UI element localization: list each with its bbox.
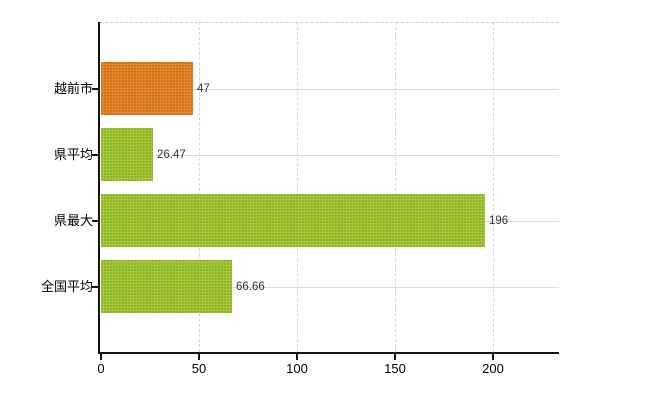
x-axis-tick-mark-150 [394,354,396,360]
vertical-gridline-150 [395,22,396,352]
bar-1 [101,128,153,181]
y-axis-tick-mark-2 [92,220,98,222]
x-axis-tick-mark-0 [100,354,102,360]
vertical-gridline-200 [493,22,494,352]
bar-2 [101,194,485,247]
x-axis-tick-mark-100 [296,354,298,360]
value-label-2: 196 [489,215,509,227]
x-axis-tick-mark-50 [198,354,200,360]
category-label-2: 県最大 [53,213,93,228]
x-tick-label-0: 0 [97,361,105,376]
horizontal-gridline-3 [101,287,559,288]
y-axis-line [98,22,100,354]
horizontal-gridline-0 [101,89,559,90]
value-label-1: 26.47 [157,149,186,161]
vertical-gridline-50 [199,22,200,352]
x-tick-label-200: 200 [482,361,504,376]
x-tick-label-50: 50 [191,361,207,376]
category-label-1: 県平均 [53,147,93,162]
x-tick-label-100: 100 [286,361,308,376]
bar-0 [101,62,193,115]
value-label-0: 47 [197,83,210,95]
x-axis-tick-mark-200 [492,354,494,360]
y-axis-tick-mark-1 [92,154,98,156]
y-axis-tick-mark-3 [92,286,98,288]
vertical-gridline-100 [297,22,298,352]
plot-top-border [100,22,559,23]
x-tick-label-150: 150 [384,361,406,376]
y-axis-tick-mark-0 [92,88,98,90]
bar-3 [101,260,232,313]
category-label-0: 越前市 [53,81,93,96]
x-axis-line [98,352,559,354]
value-label-3: 66.66 [236,281,265,293]
horizontal-gridline-1 [101,155,559,156]
category-label-3: 全国平均 [40,279,93,294]
